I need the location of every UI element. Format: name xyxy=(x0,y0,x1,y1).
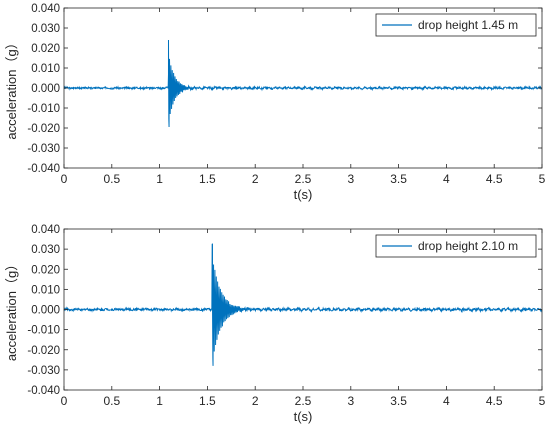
y-tick-label: -0.010 xyxy=(27,103,60,115)
x-tick-label: 3 xyxy=(347,172,354,186)
x-tick-label: 1 xyxy=(156,172,163,186)
x-tick-label: 1.5 xyxy=(199,172,216,186)
x-tick-label: 0 xyxy=(61,394,68,408)
y-tick-label: 0.010 xyxy=(31,284,60,296)
x-tick-label: 3 xyxy=(347,394,354,408)
x-tick-label: 0.5 xyxy=(103,172,120,186)
x-tick-label: 2 xyxy=(252,394,259,408)
series-line xyxy=(63,243,543,366)
y-tick-label: 0.020 xyxy=(31,264,60,276)
x-tick-label: 4.5 xyxy=(486,172,503,186)
x-tick-label: 2.5 xyxy=(295,172,312,186)
y-tick-label: 0.010 xyxy=(31,63,60,75)
x-tick-label: 0.5 xyxy=(103,394,120,408)
y-tick-label: 0.040 xyxy=(31,3,60,15)
x-tick-label: 4 xyxy=(443,394,450,408)
legend-box xyxy=(375,13,537,37)
x-tick-label: 4.5 xyxy=(486,394,503,408)
x-tick-label: 3.5 xyxy=(390,172,407,186)
y-tick-label: 0.000 xyxy=(31,305,60,317)
legend-entry: drop height 2.10 m xyxy=(418,239,518,253)
chart-drop-1-45m: 0 0.5 1 1.5 2 2.5 3 3.5 4 4.5 5 -0.040 -0.030 -0.020 -… xyxy=(4,3,546,202)
x-tick-label: 1.5 xyxy=(199,394,216,408)
y-tick-label: 0.030 xyxy=(31,23,60,35)
legend: drop height 2.10 m xyxy=(375,234,537,258)
x-tick-label: 4 xyxy=(443,172,450,186)
y-axis-label: acceleration（g） xyxy=(4,36,19,139)
y-tick-label: -0.030 xyxy=(27,143,60,155)
x-axis-label: t(s) xyxy=(294,409,313,424)
y-axis-label: acceleration（g） xyxy=(4,258,19,361)
legend-entry: drop height 1.45 m xyxy=(418,18,518,32)
chart-drop-2-10m: 0 0.5 1 1.5 2 2.5 3 3.5 4 4.5 5 -0.040 -0.030 -0.020 -… xyxy=(4,224,546,424)
y-tick-label: -0.040 xyxy=(27,385,60,397)
y-tick-label: -0.030 xyxy=(27,365,60,377)
x-tick-label: 5 xyxy=(539,394,546,408)
series-line xyxy=(63,39,543,128)
y-tick-label: 0.030 xyxy=(31,244,60,256)
x-tick-label: 2.5 xyxy=(295,394,312,408)
y-tick-label: 0.040 xyxy=(31,224,60,236)
x-tick-label: 2 xyxy=(252,172,259,186)
x-tick-label: 1 xyxy=(156,394,163,408)
x-tick-label: 5 xyxy=(539,172,546,186)
x-tick-label: 0 xyxy=(61,172,68,186)
legend-box xyxy=(375,234,537,258)
x-axis-label: t(s) xyxy=(294,187,313,202)
y-tick-label: -0.020 xyxy=(27,345,60,357)
y-tick-label: -0.010 xyxy=(27,325,60,337)
y-tick-label: 0.000 xyxy=(31,83,60,95)
legend: drop height 1.45 m xyxy=(375,13,537,37)
x-tick-label: 3.5 xyxy=(390,394,407,408)
y-tick-label: 0.020 xyxy=(31,43,60,55)
y-tick-label: -0.040 xyxy=(27,163,60,175)
y-tick-label: -0.020 xyxy=(27,123,60,135)
